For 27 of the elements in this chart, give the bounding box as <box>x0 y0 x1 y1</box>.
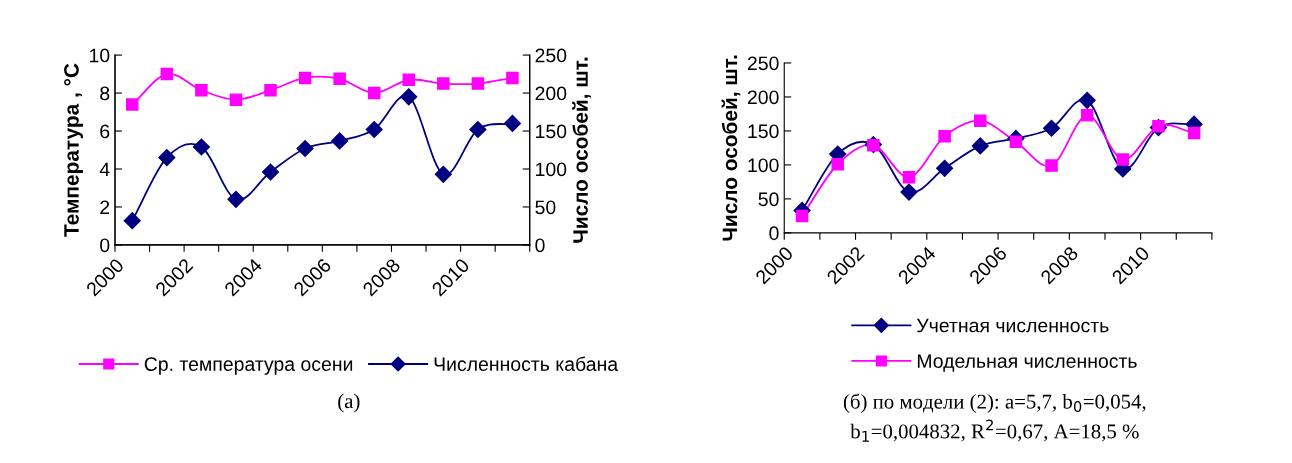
y-tick-label: 100 <box>748 158 779 173</box>
y-tick-label: 0 <box>769 226 779 241</box>
legend-label: Модельная численность <box>917 354 1137 372</box>
y-tick-label: 50 <box>758 192 779 207</box>
y2-tick-label: 100 <box>536 162 567 177</box>
y2-tick-label: 50 <box>535 200 556 215</box>
y-tick-label: 0 <box>100 238 110 253</box>
y-axis-title: Температура , °С <box>64 63 83 237</box>
y-tick-label: 4 <box>99 162 110 177</box>
y2-tick-label: 200 <box>535 86 567 101</box>
y-tick-label: 200 <box>747 90 779 105</box>
text: (а) <box>338 393 360 413</box>
y-tick-label: 10 <box>89 48 110 63</box>
y-tick-label: 8 <box>100 86 110 101</box>
y-tick-label: 2 <box>100 200 110 215</box>
legend-label: Учетная численность <box>916 318 1109 333</box>
y2-tick-label: 0 <box>535 238 545 253</box>
y-tick-label: 150 <box>748 124 779 139</box>
y2-tick-label: 250 <box>535 48 567 63</box>
y2-tick-label: 150 <box>536 124 567 139</box>
y-axis-title: Число особей, шт. <box>721 55 741 241</box>
y-tick-label: 6 <box>100 124 110 139</box>
y2-axis-title: Число особей, шт. <box>572 57 591 243</box>
y-tick-label: 250 <box>747 56 779 71</box>
legend-label: Численность кабана <box>434 356 619 371</box>
legend-label: Ср. температура осени <box>144 357 353 375</box>
text: (б) по модели (2): a=5,7, b$_{0}$=0,054, b$_{1}$=0,004832, R$^{2}$=0,67, A=18,5 % <box>843 393 1146 442</box>
